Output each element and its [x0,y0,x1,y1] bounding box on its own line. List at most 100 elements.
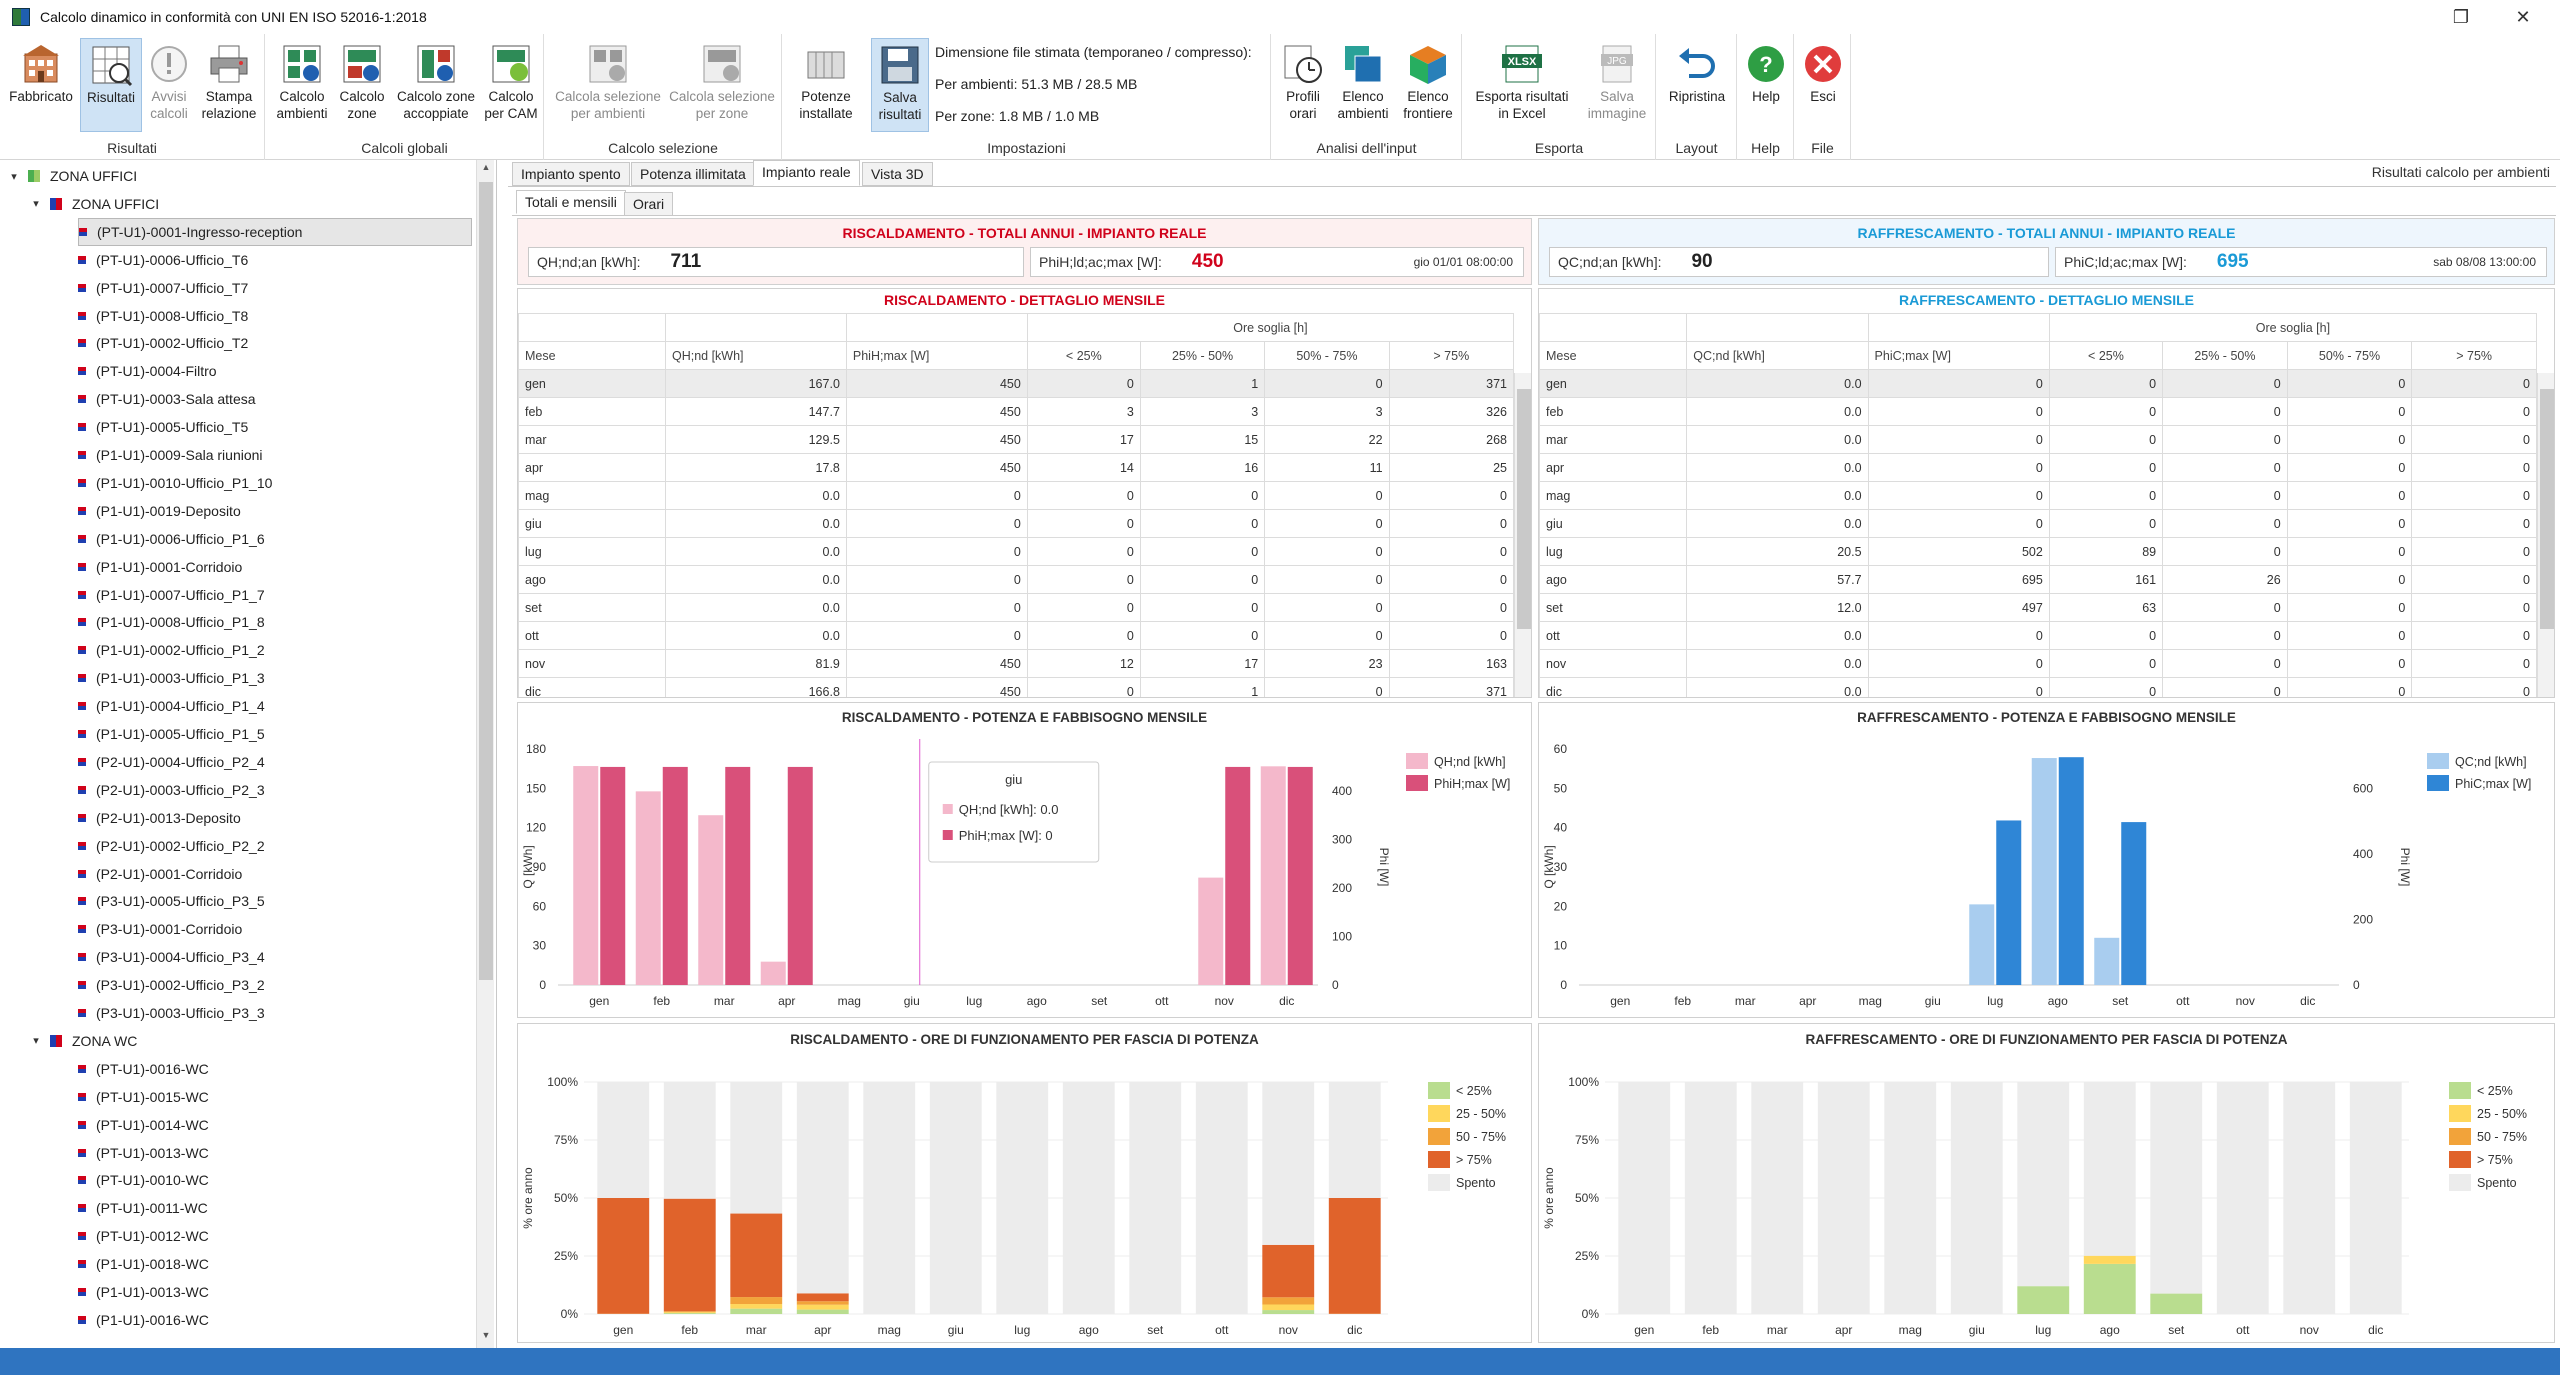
table-row[interactable]: mar 0.0 0 0 0 0 0 [1539,425,2537,454]
calcolo-ambienti-button[interactable]: Calcolo ambienti [272,38,332,126]
help-button[interactable]: ? Help [1742,38,1790,126]
fabbricato-button[interactable]: Fabbricato [4,38,78,126]
column-header[interactable]: PhiC;max [W] [1867,341,2050,370]
column-header[interactable]: > 75% [2411,341,2537,370]
cooling-table-scrollbar[interactable] [2537,373,2554,697]
tree-item-room[interactable]: (P2-U1)-0001-Corridoio [78,860,242,888]
tree-item-room[interactable]: (P2-U1)-0003-Ufficio_P2_3 [78,776,265,804]
column-header[interactable]: Mese [1539,341,1688,370]
tree-item-room[interactable]: (PT-U1)-0006-Ufficio_T6 [78,246,248,274]
tree-item-room[interactable]: (PT-U1)-0016-WC [78,1055,209,1083]
tree-item-room[interactable]: (PT-U1)-0012-WC [78,1222,209,1250]
calcolo-zone-accoppiate-button[interactable]: Calcolo zone accoppiate [392,38,480,126]
scroll-up-icon[interactable]: ▲ [481,162,491,172]
column-header[interactable]: 50% - 75% [2286,341,2413,370]
close-window-button[interactable]: ✕ [2515,6,2531,27]
scroll-thumb[interactable] [2540,389,2554,629]
column-header[interactable]: PhiH;max [W] [845,341,1028,370]
tree-item-room[interactable]: (PT-U1)-0004-Filtro [78,357,217,385]
heating-table-scrollbar[interactable] [1514,373,1531,697]
tree-item-room[interactable]: (P1-U1)-0009-Sala riunioni [78,441,263,469]
restore-button[interactable]: ❐ [2452,6,2470,27]
tree-item-room[interactable]: (P1-U1)-0010-Ufficio_P1_10 [78,469,272,497]
tree-item-room[interactable]: (PT-U1)-0010-WC [78,1166,209,1194]
expand-chevron-icon[interactable]: ▾ [11,170,17,183]
table-row[interactable]: set 0.0 0 0 0 0 0 [518,593,1515,622]
tree-item-room[interactable]: (PT-U1)-0002-Ufficio_T2 [78,329,248,357]
subtab-orari[interactable]: Orari [624,192,674,216]
tree-item-room[interactable]: (P1-U1)-0013-WC [78,1278,209,1306]
table-row[interactable]: ago 57.7 695 161 26 0 0 [1539,565,2537,594]
tree-item-room[interactable]: (P3-U1)-0002-Ufficio_P3_2 [78,971,265,999]
tree-item-zone[interactable]: ▾ ZONA UFFICI [28,190,159,218]
salva-risultati-button[interactable]: Salva risultati [871,38,929,132]
tab-impianto-spento[interactable]: Impianto spento [512,162,630,186]
column-header[interactable]: QH;nd [kWh] [664,341,847,370]
profili-orari-button[interactable]: Profili orari [1278,38,1328,126]
tree-item-room[interactable]: (P1-U1)-0001-Corridoio [78,553,242,581]
tree-item-room[interactable]: (PT-U1)-0014-WC [78,1111,209,1139]
elenco-frontiere-button[interactable]: Elenco frontiere [1398,38,1458,126]
tree-item-room[interactable]: (PT-U1)-0011-WC [78,1194,208,1222]
table-row[interactable]: lug 20.5 502 89 0 0 0 [1539,537,2537,566]
tree-item-room[interactable]: (P3-U1)-0001-Corridoio [78,915,242,943]
column-header[interactable]: < 25% [1026,341,1141,370]
risultati-button[interactable]: Risultati [80,38,142,132]
table-row[interactable]: ott 0.0 0 0 0 0 0 [518,621,1515,650]
tree-item-room[interactable]: (PT-U1)-0001-Ingresso-reception [78,217,472,246]
calcolo-zone-button[interactable]: Calcolo zone [334,38,390,126]
column-header[interactable]: Mese [518,341,666,370]
table-row[interactable]: feb 147.7 450 3 3 3 326 [518,397,1515,426]
table-row[interactable]: gen 0.0 0 0 0 0 0 [1539,369,2537,398]
tree-item-room[interactable]: (P2-U1)-0002-Ufficio_P2_2 [78,832,265,860]
table-row[interactable]: dic 0.0 0 0 0 0 0 [1539,677,2537,697]
column-header[interactable]: 25% - 50% [1139,341,1266,370]
tree-scrollbar[interactable]: ▲ ▼ [476,160,494,1348]
tree-item-room[interactable]: (PT-U1)-0005-Ufficio_T5 [78,413,248,441]
table-row[interactable]: lug 0.0 0 0 0 0 0 [518,537,1515,566]
table-row[interactable]: nov 81.9 450 12 17 23 163 [518,649,1515,678]
tree-item-room[interactable]: (P1-U1)-0008-Ufficio_P1_8 [78,608,265,636]
tree-item-zone[interactable]: ▾ ZONA WC [28,1027,137,1055]
table-row[interactable]: giu 0.0 0 0 0 0 0 [1539,509,2537,538]
calcola-selezione-ambienti-button[interactable]: Calcola selezione per ambienti [553,38,663,126]
tree-item-room[interactable]: (PT-U1)-0015-WC [78,1083,209,1111]
esporta-excel-button[interactable]: XLSX Esporta risultati in Excel [1467,38,1577,126]
table-row[interactable]: apr 0.0 0 0 0 0 0 [1539,453,2537,482]
esci-button[interactable]: Esci [1799,38,1847,126]
potenze-installate-button[interactable]: Potenze installate [791,38,861,126]
tree-item-room[interactable]: (PT-U1)-0003-Sala attesa [78,385,256,413]
elenco-ambienti-button[interactable]: Elenco ambienti [1332,38,1394,126]
calcola-selezione-zone-button[interactable]: Calcola selezione per zone [667,38,777,126]
table-row[interactable]: mar 129.5 450 17 15 22 268 [518,425,1515,454]
table-row[interactable]: gen 167.0 450 0 1 0 371 [518,369,1515,398]
table-row[interactable]: apr 17.8 450 14 16 11 25 [518,453,1515,482]
column-header[interactable]: > 75% [1388,341,1515,370]
tree-item-room[interactable]: (P1-U1)-0019-Deposito [78,497,241,525]
tab-potenza-illimitata[interactable]: Potenza illimitata [631,162,755,186]
tree-item-room[interactable]: (PT-U1)-0013-WC [78,1139,209,1167]
table-row[interactable]: giu 0.0 0 0 0 0 0 [518,509,1515,538]
ripristina-button[interactable]: Ripristina [1661,38,1733,126]
tree-item-room[interactable]: (PT-U1)-0008-Ufficio_T8 [78,302,248,330]
tree-item-room[interactable]: (P1-U1)-0003-Ufficio_P1_3 [78,664,265,692]
calcolo-per-cam-button[interactable]: Calcolo per CAM [482,38,540,126]
expand-chevron-icon[interactable]: ▾ [33,1035,39,1048]
table-row[interactable]: nov 0.0 0 0 0 0 0 [1539,649,2537,678]
tree-item-room[interactable]: (P1-U1)-0016-WC [78,1306,209,1334]
tree-item-room[interactable]: (P1-U1)-0002-Ufficio_P1_2 [78,636,265,664]
table-row[interactable]: ott 0.0 0 0 0 0 0 [1539,621,2537,650]
column-header[interactable]: < 25% [2048,341,2164,370]
tree-item-room[interactable]: (P2-U1)-0013-Deposito [78,804,241,832]
table-row[interactable]: dic 166.8 450 0 1 0 371 [518,677,1515,697]
table-row[interactable]: mag 0.0 0 0 0 0 0 [1539,481,2537,510]
tree-item-room[interactable]: (P2-U1)-0004-Ufficio_P2_4 [78,748,265,776]
scroll-thumb[interactable] [1517,389,1531,629]
table-row[interactable]: set 12.0 497 63 0 0 0 [1539,593,2537,622]
column-header[interactable]: 25% - 50% [2162,341,2288,370]
tree-item-room[interactable]: (P1-U1)-0018-WC [78,1250,209,1278]
stampa-relazione-button[interactable]: Stampa relazione [196,38,262,126]
tree-item-room[interactable]: (P3-U1)-0005-Ufficio_P3_5 [78,887,265,915]
expand-chevron-icon[interactable]: ▾ [33,198,39,211]
tree-item-zone[interactable]: ▾ ZONA UFFICI [6,162,137,190]
